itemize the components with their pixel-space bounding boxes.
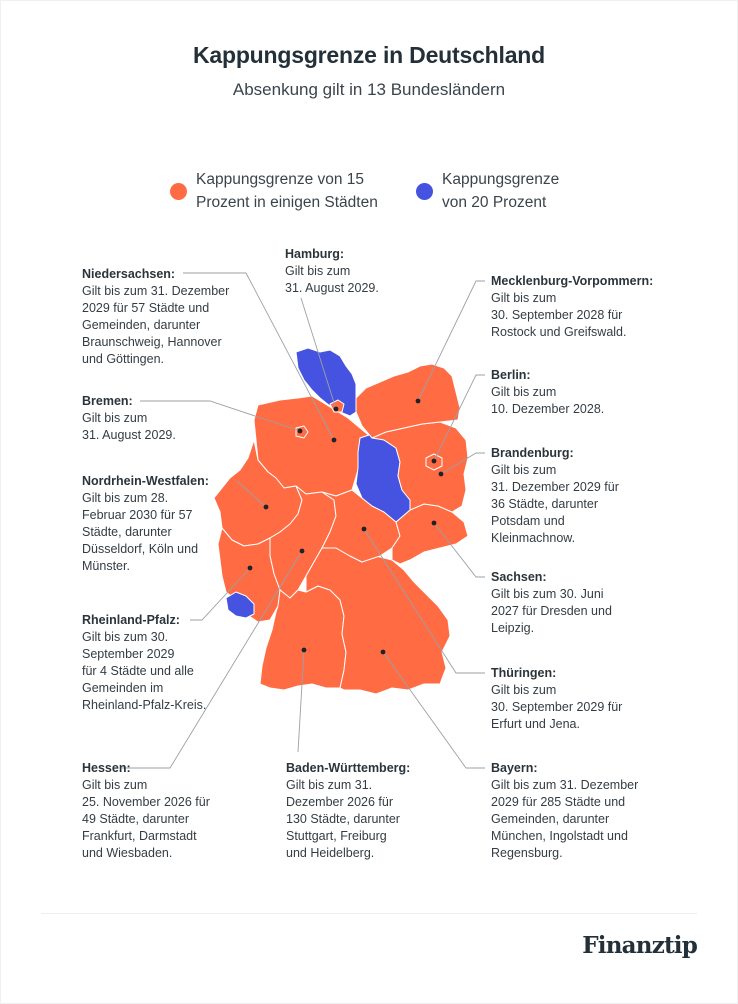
annotation-bremen: Bremen: Gilt bis zum 31. August 2029. [82,393,176,444]
leader-line-bayern [382,651,485,769]
annotation-brandenburg: Brandenburg: Gilt bis zum 31. Dezember 2… [491,445,619,547]
state-details: Gilt bis zum 28. Februar 2030 für 57 Stä… [82,491,199,573]
state-details: Gilt bis zum 30. September 2029 für Erfu… [491,683,623,731]
state-details: Gilt bis zum 31. Dezember 2029 für 57 St… [82,284,230,366]
annotation-berlin: Berlin: Gilt bis zum 10. Dezember 2028. [491,367,604,418]
state-details: Gilt bis zum 31. Dezember 2029 für 36 St… [491,463,619,545]
marker-hessen [299,548,305,554]
annotation-hamburg: Hamburg: Gilt bis zum 31. August 2029. [285,246,379,297]
annotation-mecklenburg-vorpommern: Mecklenburg-Vorpommern: Gilt bis zum 30.… [491,273,653,341]
marker-thueringen [361,526,367,532]
state-name: Mecklenburg-Vorpommern: [491,274,654,288]
legend-label: Kappungsgrenze von 15 Prozent in einigen… [196,171,378,211]
leader-line-nrw [236,480,267,508]
state-details: Gilt bis zum 31. August 2029. [82,411,176,442]
annotation-rheinland-pfalz: Rheinland-Pfalz: Gilt bis zum 30. Septem… [82,612,206,714]
state-name: Brandenburg: [491,446,574,460]
state-name: Thüringen: [491,666,557,680]
annotation-thueringen: Thüringen: Gilt bis zum 30. September 20… [491,665,622,733]
leader-line-brandenburg [440,452,485,475]
annotation-sachsen: Sachsen: Gilt bis zum 30. Juni 2027 für … [491,569,612,637]
page-title: Kappungsgrenze in Deutschland [192,42,545,68]
legend-label: Kappungsgrenze von 20 Prozent [442,171,560,211]
marker-berlin [431,458,437,464]
blue-circle-icon [416,182,433,200]
state-name: Hamburg: [285,247,345,261]
state-details: Gilt bis zum 30. September 2028 für Rost… [491,291,627,339]
state-name: Berlin: [491,368,531,382]
state-name: Sachsen: [491,570,547,584]
state-name: Bayern: [491,761,538,775]
brand-logo: Finanztip [582,932,698,959]
state-details: Gilt bis zum 30. Juni 2027 für Dresden u… [491,587,612,635]
state-details: Gilt bis zum 25. November 2026 für 49 St… [82,778,210,860]
leader-line-hessen [122,550,303,769]
marker-rlp [247,565,253,571]
leader-line-bw [297,649,305,753]
annotation-bayern: Bayern: Gilt bis zum 31. Dezember 2029 f… [491,760,638,862]
state-details: Gilt bis zum 31. Dezember 2029 für 285 S… [491,778,639,860]
marker-sachsen [431,520,437,526]
state-details: Gilt bis zum 30. September 2029 für 4 St… [82,630,207,712]
state-hamburg [329,399,345,413]
marker-bw [301,647,307,653]
leader-line-bremen [140,400,301,432]
marker-hamburg [333,406,339,412]
marker-mv [415,398,421,404]
orange-circle-icon [170,182,187,200]
state-mecklenburg-vorpommern [355,363,461,439]
leader-line-thueringen [363,528,485,674]
marker-nrw [263,504,269,510]
state-rheinland-pfalz [217,527,281,623]
annotation-niedersachsen: Niedersachsen: Gilt bis zum 31. Dezember… [82,266,229,368]
marker-bayern [380,649,386,655]
leader-line-niedersachsen [183,272,335,441]
leader-line-berlin [433,374,485,462]
annotation-nordrhein-westfalen: Nordrhein-Westfalen: Gilt bis zum 28. Fe… [82,473,209,575]
state-name: Niedersachsen: [82,267,176,281]
marker-brandenburg [438,471,444,477]
marker-niedersachsen [331,437,337,443]
state-saarland [225,591,255,619]
state-name: Baden-Württemberg: [286,761,411,775]
state-bayern [305,547,451,695]
leader-line-hamburg [300,297,337,410]
annotation-hessen: Hessen: Gilt bis zum 25. November 2026 f… [82,760,210,862]
leader-line-sachsen [433,522,485,578]
state-details: Gilt bis zum 31. August 2029. [285,264,379,295]
leader-line-rlp [190,567,251,621]
state-details: Gilt bis zum 31. Dezember 2026 für 130 S… [286,778,400,860]
marker-bremen [297,428,303,434]
legend-item-15-percent: Kappungsgrenze von 15 Prozent in einigen… [170,168,378,214]
state-name: Hessen: [82,761,131,775]
page-subtitle: Absenkung gilt in 13 Bundesländern [232,80,506,99]
state-schleswig-holstein [295,347,357,417]
state-details: Gilt bis zum 10. Dezember 2028. [491,385,605,416]
footer-divider [41,913,697,914]
leader-line-mv [417,280,485,402]
state-name: Rheinland-Pfalz: [82,613,180,627]
state-thueringen [321,489,401,563]
annotation-baden-wuerttemberg: Baden-Württemberg: Gilt bis zum 31. Deze… [286,760,410,862]
state-name: Bremen: [82,394,133,408]
legend-item-20-percent: Kappungsgrenze von 20 Prozent [416,168,559,214]
state-name: Nordrhein-Westfalen: [82,474,209,488]
